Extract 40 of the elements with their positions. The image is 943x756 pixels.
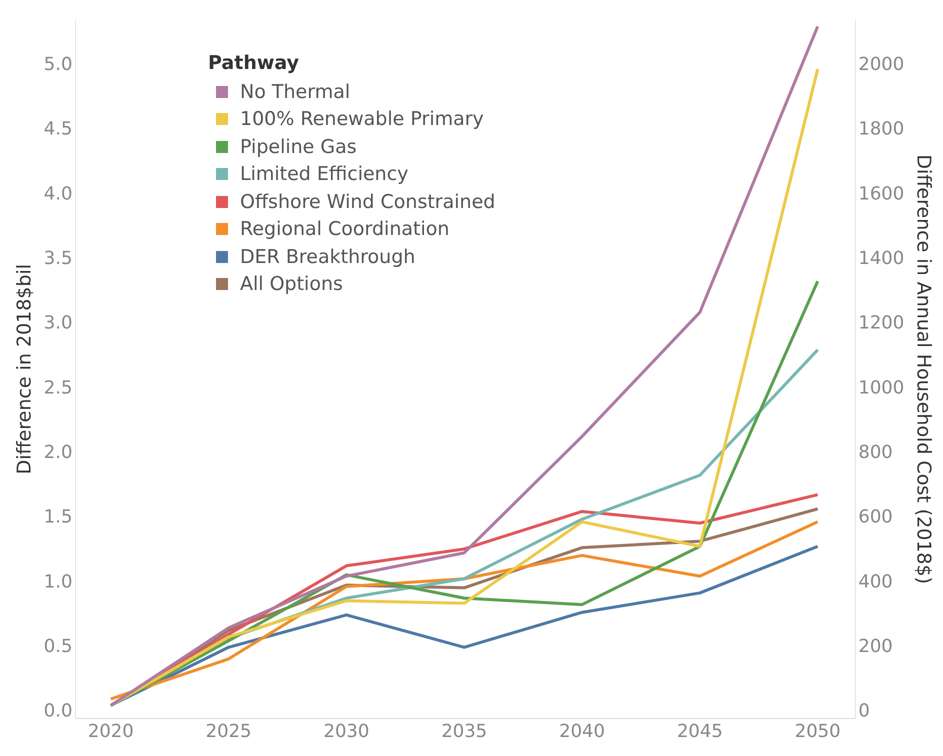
- y2-tick-label: 200: [858, 636, 893, 657]
- y-tick-label: 4.5: [44, 118, 72, 140]
- y-tick-label: 3.0: [44, 312, 72, 334]
- y-tick-label: 4.0: [44, 183, 72, 204]
- legend-label: Limited Efficiency: [240, 163, 408, 186]
- y-tick-label: 3.5: [44, 248, 72, 269]
- x-tick-label: 2040: [559, 720, 605, 742]
- y2-tick-label: 0: [858, 700, 870, 722]
- y2-tick-label: 1800: [858, 118, 904, 140]
- y2-tick-label: 1400: [858, 248, 904, 269]
- y2-tick-label: 800: [858, 442, 893, 463]
- y-tick-label: 0.0: [44, 700, 72, 722]
- y2-tick-label: 600: [858, 506, 893, 528]
- y2-tick-label: 2000: [858, 54, 904, 75]
- x-tick-label: 2020: [88, 720, 134, 742]
- legend-label: Pipeline Gas: [240, 136, 357, 158]
- legend-label: Offshore Wind Constrained: [240, 190, 496, 213]
- y2-tick-label: 1000: [858, 377, 904, 398]
- legend-label: 100% Renewable Primary: [240, 108, 484, 130]
- y-tick-label: 1.5: [44, 506, 72, 528]
- y2-axis-title: Difference in Annual Household Cost (2018$): [912, 154, 935, 584]
- legend-label: No Thermal: [240, 80, 350, 103]
- legend-label: All Options: [240, 273, 343, 296]
- y2-tick-label: 1200: [858, 312, 904, 334]
- y2-tick-label: 400: [858, 571, 893, 592]
- x-tick-label: 2050: [794, 720, 841, 742]
- y2-tick-label: 1600: [858, 183, 904, 204]
- x-tick-label: 2045: [676, 720, 723, 742]
- legend-label: DER Breakthrough: [240, 246, 416, 268]
- x-tick-label: 2025: [206, 720, 252, 742]
- y-tick-label: 1.0: [44, 571, 72, 592]
- x-tick-label: 2035: [441, 720, 488, 742]
- legend-label: Regional Coordination: [240, 218, 450, 240]
- x-tick-label: 2030: [324, 720, 370, 742]
- y-tick-label: 0.5: [44, 636, 72, 657]
- y-tick-label: 2.5: [44, 377, 72, 398]
- y-tick-label: 5.0: [44, 54, 72, 75]
- y-tick-label: 2.0: [44, 442, 72, 463]
- y-axis-title: Difference in 2018$bil: [13, 264, 36, 474]
- legend-title: Pathway: [208, 52, 300, 74]
